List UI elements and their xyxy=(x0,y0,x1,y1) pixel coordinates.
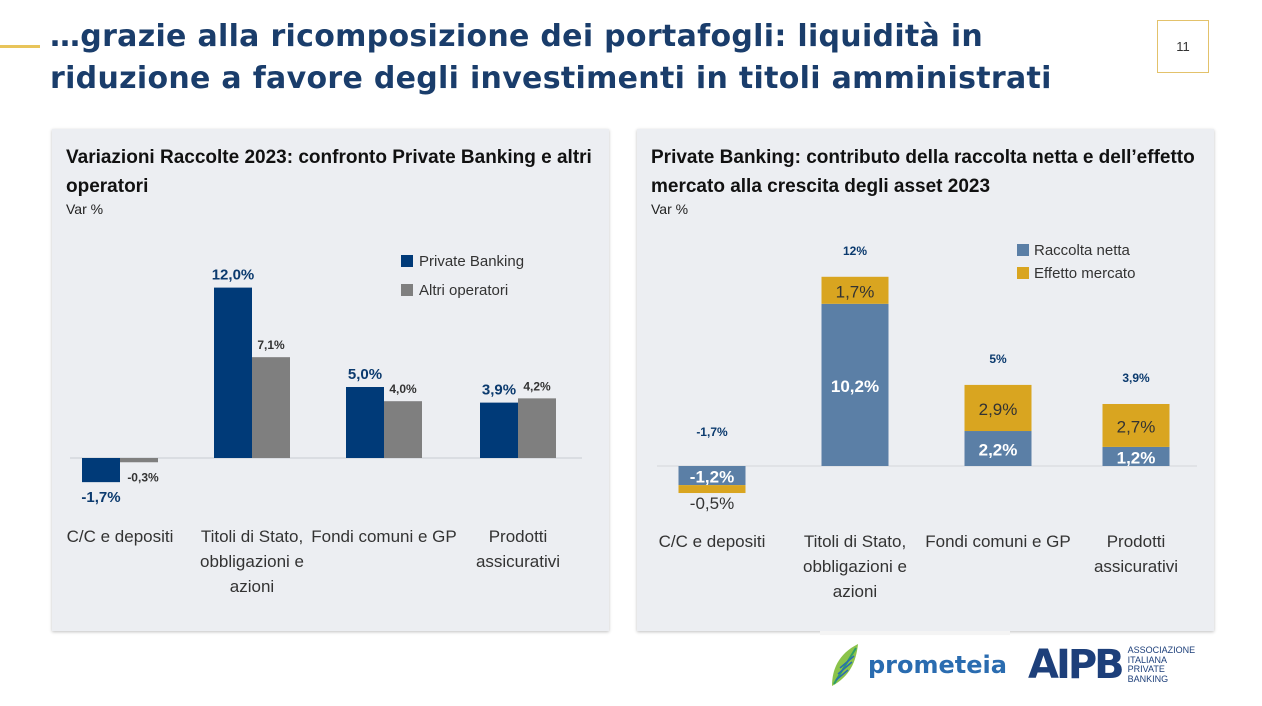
total-label: 12% xyxy=(843,244,867,258)
data-label-altri-operatori: 4,0% xyxy=(389,382,417,396)
data-label-private-banking: -1,7% xyxy=(81,489,120,506)
bar-private-banking xyxy=(346,387,384,458)
legend-swatch xyxy=(1017,244,1029,256)
aipb-logo: AIPB ASSOCIAZIONE ITALIANA PRIVATE BANKI… xyxy=(1028,645,1195,685)
stacked-bar-chart: -1,2% -0,5% 10,2% 1,7% 2,2% 2,9% 1,2% 2,7% -1,7%… xyxy=(657,242,1197,601)
legend-label: Raccolta netta xyxy=(1034,242,1131,259)
bar-private-banking xyxy=(82,458,120,483)
category-label: Prodotti assicurativi xyxy=(1094,532,1178,576)
bar-private-banking xyxy=(214,287,252,458)
data-label-effetto-mercato: 2,7% xyxy=(1117,417,1156,436)
bar-private-banking xyxy=(480,402,518,458)
total-label: 3,9% xyxy=(1122,371,1150,385)
data-label-private-banking: 12,0% xyxy=(212,267,255,284)
chart-unit-right: Var % xyxy=(651,201,689,217)
data-label-raccolta-netta: -1,2% xyxy=(690,468,734,487)
aipb-mark: AIPB xyxy=(1028,642,1125,688)
category-label: Titoli di Stato, obbligazioni e azioni xyxy=(803,532,907,601)
bar-raccolta-netta xyxy=(678,466,746,486)
bar-altri-operatori xyxy=(518,398,556,458)
data-label-raccolta-netta: 1,2% xyxy=(1117,448,1156,467)
legend-swatch xyxy=(1017,267,1029,279)
data-label-raccolta-netta: 2,2% xyxy=(979,441,1018,460)
category-label: C/C e depositi xyxy=(67,527,174,546)
title-accent-line xyxy=(0,45,40,48)
legend-swatch xyxy=(401,255,413,267)
bar-effetto-mercato xyxy=(821,276,889,304)
data-label-raccolta-netta: 10,2% xyxy=(831,377,879,396)
bar-raccolta-netta xyxy=(964,431,1032,466)
prometeia-wordmark: prometeia xyxy=(868,651,1007,679)
footer-strip xyxy=(820,631,1010,635)
chart-panel-left: Variazioni Raccolte 2023: confronto Priv… xyxy=(52,129,609,631)
data-label-altri-operatori: 4,2% xyxy=(523,379,551,393)
prometeia-leaf-icon xyxy=(832,644,858,686)
bar-effetto-mercato xyxy=(964,384,1032,432)
total-label: 5% xyxy=(989,352,1007,366)
bar-altri-operatori xyxy=(384,401,422,458)
grouped-bar-chart: -1,7% 12,0% 5,0% 3,9% -0,3% 7,1% 4,0% 4,2% C/C e… xyxy=(67,253,582,596)
category-label: Fondi comuni e GP xyxy=(925,532,1071,551)
data-label-effetto-mercato: -0,5% xyxy=(690,494,734,513)
data-label-effetto-mercato: 2,9% xyxy=(979,400,1018,419)
bar-altri-operatori xyxy=(120,458,158,463)
data-label-effetto-mercato: 1,7% xyxy=(836,282,875,301)
category-label: Prodotti assicurativi xyxy=(476,527,560,571)
bar-raccolta-netta xyxy=(821,303,889,466)
bar-raccolta-netta xyxy=(1102,446,1170,466)
chart-panel-right: Private Banking: contributo della raccol… xyxy=(637,129,1214,631)
category-label: Titoli di Stato, obbligazioni e azioni xyxy=(200,527,304,596)
chart-title-right: Private Banking: contributo della raccol… xyxy=(651,147,1195,197)
legend-label: Effetto mercato xyxy=(1034,265,1135,282)
bar-effetto-mercato xyxy=(678,485,746,494)
data-label-altri-operatori: -0,3% xyxy=(127,470,159,484)
data-label-private-banking: 3,9% xyxy=(482,382,516,399)
prometeia-logo: prometeia xyxy=(828,640,1007,690)
category-label: Fondi comuni e GP xyxy=(311,527,457,546)
page-number: 11 xyxy=(1157,20,1209,73)
bar-altri-operatori xyxy=(252,357,290,458)
data-label-private-banking: 5,0% xyxy=(348,366,382,383)
bar-effetto-mercato xyxy=(1102,403,1170,447)
data-label-altri-operatori: 7,1% xyxy=(257,338,285,352)
aipb-text: ASSOCIAZIONE ITALIANA PRIVATE BANKING xyxy=(1127,645,1196,684)
legend-label: Private Banking xyxy=(419,253,524,270)
legend-swatch xyxy=(401,284,413,296)
page-title: …grazie alla ricomposizione dei portafog… xyxy=(50,19,1052,96)
legend-label: Altri operatori xyxy=(419,282,508,299)
chart-unit-left: Var % xyxy=(66,201,104,217)
chart-title-left: Variazioni Raccolte 2023: confronto Priv… xyxy=(66,147,592,197)
total-label: -1,7% xyxy=(696,425,728,439)
category-label: C/C e depositi xyxy=(659,532,766,551)
